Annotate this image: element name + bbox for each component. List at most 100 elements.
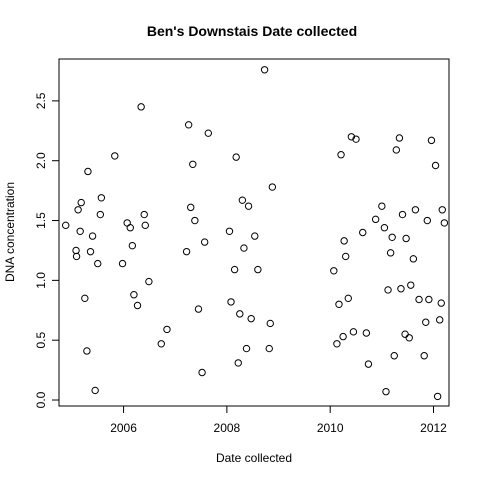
data-point — [364, 360, 373, 368]
data-point — [401, 330, 409, 338]
data-point — [225, 227, 234, 236]
y-tick-label: 0.0 — [34, 391, 48, 408]
data-point — [232, 153, 240, 161]
x-tick-label: 2006 — [110, 421, 137, 435]
data-points — [62, 66, 449, 401]
data-point — [371, 215, 380, 224]
data-point — [388, 233, 396, 241]
data-point — [189, 160, 197, 168]
data-point — [133, 301, 142, 310]
data-point — [341, 252, 350, 261]
x-tick-label: 2010 — [317, 421, 344, 435]
data-point — [244, 202, 253, 210]
y-tick-label: 1.0 — [34, 272, 48, 289]
data-point — [431, 161, 440, 170]
data-point — [81, 294, 89, 303]
data-point — [77, 198, 85, 207]
y-tick-label: 1.5 — [34, 212, 48, 229]
data-point — [440, 219, 449, 227]
data-point — [330, 267, 338, 275]
data-point — [395, 134, 404, 142]
data-point — [415, 295, 423, 304]
data-point — [247, 314, 255, 323]
data-point — [420, 352, 428, 360]
chart-title: Ben's Downstais Date collected — [147, 23, 357, 39]
data-point — [128, 241, 137, 250]
data-point — [72, 252, 81, 261]
data-point — [422, 318, 430, 326]
data-point — [84, 167, 92, 176]
data-point — [337, 151, 345, 159]
data-point — [266, 319, 274, 328]
data-point — [378, 202, 386, 210]
data-point — [200, 238, 209, 246]
data-point — [436, 316, 444, 324]
data-point — [238, 196, 247, 204]
data-point — [157, 340, 165, 348]
data-point — [427, 136, 436, 145]
data-point — [123, 219, 131, 227]
data-point — [333, 340, 341, 348]
data-point — [191, 216, 199, 225]
data-point — [111, 152, 119, 160]
data-point — [141, 221, 149, 230]
data-point — [240, 244, 248, 252]
x-axis-label: Date collected — [216, 451, 292, 465]
data-point — [433, 392, 442, 401]
x-axis: 2006 2008 2010 2012 — [110, 405, 447, 435]
data-point — [384, 286, 392, 294]
data-point — [349, 328, 358, 336]
data-point — [386, 249, 395, 257]
data-point — [382, 387, 390, 396]
data-point — [72, 246, 80, 255]
data-point — [242, 344, 251, 353]
data-point — [405, 334, 413, 342]
data-point — [163, 325, 171, 334]
data-point — [74, 206, 82, 214]
data-point — [145, 277, 153, 286]
data-point — [438, 206, 446, 214]
data-point — [402, 234, 410, 243]
data-point — [411, 206, 420, 214]
data-point — [409, 255, 418, 263]
data-point — [227, 298, 235, 306]
data-point — [97, 194, 106, 202]
data-point — [130, 291, 138, 299]
data-point — [234, 359, 242, 367]
data-point — [126, 224, 134, 232]
data-point — [254, 265, 262, 274]
data-point — [339, 332, 347, 341]
data-point — [397, 285, 405, 293]
data-point — [251, 232, 259, 240]
data-point — [62, 221, 70, 230]
y-axis-label: DNA concentration — [3, 182, 17, 282]
data-point — [425, 295, 433, 304]
data-point — [198, 368, 206, 377]
data-point — [359, 228, 367, 237]
data-point — [236, 310, 244, 318]
data-point — [265, 344, 273, 353]
data-point — [194, 305, 203, 313]
data-point — [390, 352, 398, 360]
data-point — [182, 247, 191, 256]
data-point — [96, 210, 105, 219]
data-point — [335, 300, 343, 308]
data-point — [88, 232, 97, 240]
y-tick-label: 2.5 — [34, 92, 48, 109]
data-point — [140, 210, 148, 219]
data-point — [83, 347, 91, 355]
data-point — [94, 259, 102, 268]
x-tick-label: 2012 — [420, 421, 447, 435]
data-point — [347, 133, 356, 141]
data-point — [392, 146, 401, 154]
y-tick-label: 2.0 — [34, 152, 48, 169]
data-point — [380, 224, 389, 232]
x-tick-label: 2008 — [214, 421, 241, 435]
data-point — [344, 294, 352, 303]
data-point — [340, 237, 348, 245]
data-point — [86, 247, 95, 256]
data-point — [362, 329, 371, 337]
data-point — [204, 129, 212, 137]
